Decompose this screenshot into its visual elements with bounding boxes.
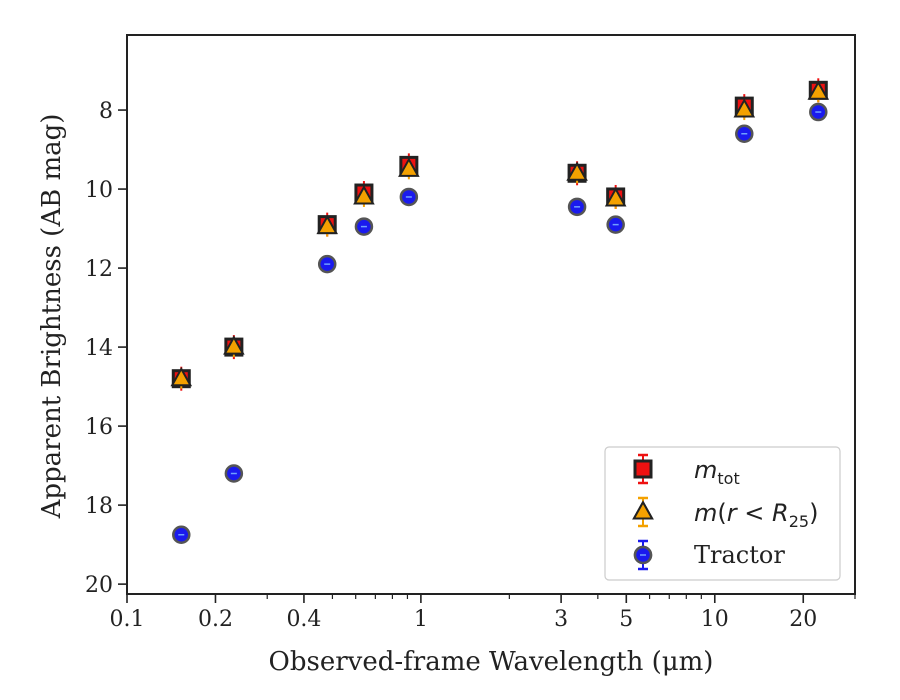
point-triangle-0 (170, 366, 193, 389)
y-tick-label-1: 10 (85, 178, 113, 203)
point-circle-0 (172, 525, 191, 544)
triangle-marker (170, 366, 193, 387)
point-circle-3 (354, 217, 374, 236)
triangle-marker (632, 500, 654, 520)
point-circle-4 (399, 187, 419, 207)
x-tick-label-4: 3 (554, 607, 568, 632)
legend-marker-top (632, 500, 654, 522)
legend-marker-top (633, 457, 653, 481)
y-tick-label-2: 12 (85, 257, 113, 282)
axes: 0.1 0.2 0.4 1 3 5 10 20 8 10 12 14 16 18 20 (85, 34, 856, 632)
legend-label-tractor: Tractor (694, 541, 785, 569)
legend-marker-triangle (632, 496, 654, 528)
legend-frame (604, 446, 841, 581)
legend: mtot m(r < R25) Tractor (604, 446, 841, 581)
x-axis-label: Observed-frame Wavelength (μm) (269, 647, 714, 677)
plot-frame (126, 34, 856, 595)
triangle-marker (353, 185, 375, 205)
point-triangle-7 (733, 98, 756, 121)
point-circle-5 (567, 197, 587, 217)
point-triangle-8 (807, 80, 830, 103)
triangle-marker (566, 161, 588, 181)
legend-markers (632, 453, 654, 571)
point-triangle-3 (353, 185, 375, 207)
x-tick-label-1: 0.2 (198, 607, 233, 632)
y-tick-label-4: 16 (85, 415, 113, 440)
point-circle-2 (317, 254, 337, 274)
legend-label-m-r25: m(r < R25) (694, 499, 818, 531)
data-marks (170, 78, 830, 544)
point-circle-8 (809, 102, 828, 122)
x-tick-label-2: 0.4 (286, 607, 321, 632)
triangle-marker (223, 335, 245, 355)
point-triangle-4 (398, 157, 420, 180)
point-triangle-2 (316, 214, 339, 237)
point-circle-7 (735, 124, 754, 144)
y-tick-label-3: 14 (85, 336, 113, 361)
legend-marker-square (633, 453, 653, 485)
point-triangle-1 (223, 335, 245, 358)
y-tick-label-0: 8 (99, 99, 113, 124)
triangle-marker (316, 214, 339, 235)
triangle-marker (733, 98, 756, 118)
x-tick-label-5: 5 (619, 607, 633, 632)
legend-label-mtot: mtot (694, 456, 740, 488)
legend-marker-circle (633, 539, 653, 571)
x-tick-label-0: 0.1 (110, 607, 145, 632)
x-tick-label-6: 10 (701, 607, 729, 632)
legend-marker-top (633, 545, 653, 565)
y-tick-label-6: 20 (85, 573, 113, 598)
y-axis-label: Apparent Brightness (AB mag) (37, 114, 67, 520)
y-tick-label-5: 18 (85, 494, 113, 519)
x-tick-label-7: 20 (789, 607, 817, 632)
triangle-marker (807, 80, 830, 100)
triangle-marker (604, 187, 627, 207)
triangle-marker (398, 157, 420, 177)
x-tick-label-3: 1 (414, 607, 428, 632)
point-triangle-5 (566, 161, 588, 184)
point-triangle-6 (604, 187, 627, 209)
point-circle-1 (224, 464, 244, 483)
square-marker (633, 459, 653, 479)
point-circle-6 (606, 215, 625, 234)
